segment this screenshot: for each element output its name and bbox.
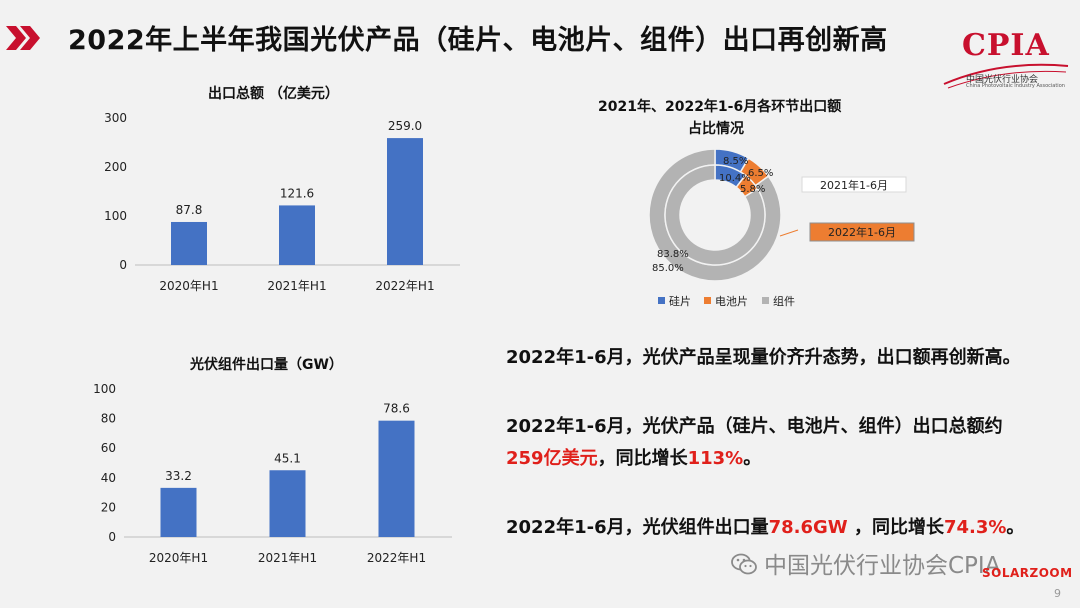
- y-tick-label: 40: [101, 471, 116, 485]
- export-share-donut-chart: 8.5%6.5%10.4%5.8% 83.8% 85.0% 2021年1-6月 2022…: [648, 148, 915, 308]
- export-total-highlight: 259亿美元: [506, 448, 598, 469]
- bar: [378, 420, 415, 537]
- y-tick-label: 20: [101, 500, 116, 514]
- y-tick-label: 300: [104, 111, 127, 125]
- series-callout-box-2022: [809, 222, 915, 242]
- legend-label: 电池片: [715, 295, 748, 308]
- data-label: 78.6: [383, 402, 410, 416]
- series-callout-2021: 2021年1-6月: [820, 178, 888, 192]
- bar: [160, 487, 197, 537]
- solarzoom-mark: SOLARZOOM: [982, 566, 1073, 580]
- legend-label: 组件: [773, 294, 795, 308]
- x-tick-label: 2020年H1: [149, 551, 208, 565]
- logo-text: CPIA: [962, 28, 1050, 63]
- page-number: 9: [1054, 587, 1061, 600]
- logo-swoosh-icon: [943, 63, 1069, 89]
- y-tick-label: 60: [101, 441, 116, 455]
- y-tick-label: 100: [104, 209, 127, 223]
- logo-subtitle: 中国光伏行业协会: [966, 75, 1039, 85]
- summary-paragraph-2-line2: 259亿美元，同比增长113%。: [506, 448, 762, 469]
- page-title: 2022年上半年我国光伏产品（硅片、电池片、组件）出口再创新高: [68, 25, 888, 56]
- data-label: 45.1: [274, 451, 301, 465]
- module-export-chart-title: 光伏组件出口量（GW）: [190, 357, 343, 373]
- cpia-logo: CPIA 中国光伏行业协会 China Photovoltaic Industr…: [940, 22, 1072, 94]
- x-tick-label: 2022年H1: [375, 279, 434, 293]
- bar: [387, 138, 423, 265]
- module-volume-highlight: 78.6GW: [768, 517, 848, 538]
- summary-paragraph-1: 2022年1-6月，光伏产品呈现量价齐升态势，出口额再创新高。: [506, 347, 1021, 368]
- legend-label: 硅片: [669, 295, 691, 308]
- data-label: 259.0: [388, 119, 422, 133]
- x-tick-label: 2020年H1: [159, 279, 218, 293]
- y-tick-label: 0: [119, 258, 127, 272]
- slice-label: 10.4%: [719, 173, 751, 184]
- y-tick-label: 80: [101, 412, 116, 426]
- slice-label: 85.0%: [652, 263, 684, 274]
- logo-subtitle-en: China Photovoltaic Industry Association: [966, 83, 1065, 89]
- x-tick-label: 2021年H1: [267, 279, 326, 293]
- bar: [269, 470, 306, 537]
- x-tick-label: 2022年H1: [367, 551, 426, 565]
- series-callout-box-2021: [801, 176, 907, 193]
- legend-swatch: [704, 297, 711, 304]
- y-tick-label: 100: [93, 382, 116, 396]
- series-callout-line: [779, 229, 799, 237]
- data-label: 121.6: [280, 186, 314, 200]
- bar: [279, 205, 315, 265]
- x-tick-label: 2021年H1: [258, 551, 317, 565]
- slice-label: 8.5%: [723, 156, 748, 167]
- slice-label: 5.8%: [740, 184, 765, 195]
- header-chevron-icon: [6, 26, 40, 50]
- y-tick-label: 0: [108, 530, 116, 544]
- legend-swatch: [762, 297, 769, 304]
- slice-label: 83.8%: [657, 249, 689, 260]
- module-export-bar-chart: 0 20 40 60 80 100 33.2 2020年H1 45.1 2021年H1 78.6 20…: [93, 382, 452, 565]
- export-total-bar-chart: 0 100 200 300 87.8 2020年H1 121.6 2021年H1 259.0 20…: [104, 111, 460, 293]
- series-callout-2022: 2022年1-6月: [828, 225, 896, 239]
- share-chart-title-line1: 2021年、2022年1-6月各环节出口额: [598, 99, 842, 115]
- summary-paragraph-3: 2022年1-6月，光伏组件出口量78.6GW ，同比增长74.3%。: [506, 517, 1025, 538]
- legend-swatch: [658, 297, 665, 304]
- donut-slice: [664, 164, 766, 266]
- slice-label: 6.5%: [748, 168, 773, 179]
- module-growth-highlight: 74.3%: [943, 517, 1007, 538]
- y-tick-label: 200: [104, 160, 127, 174]
- export-growth-highlight: 113%: [687, 448, 744, 469]
- export-total-chart-title: 出口总额 （亿美元）: [208, 86, 339, 102]
- bar: [171, 221, 207, 265]
- wechat-watermark: 中国光伏行业协会CPIA: [730, 546, 1000, 580]
- summary-paragraph-2-line1: 2022年1-6月，光伏产品（硅片、电池片、组件）出口总额约: [506, 416, 1003, 437]
- share-chart-title-line2: 占比情况: [688, 121, 744, 137]
- wechat-icon: [731, 553, 757, 575]
- data-label: 87.8: [176, 203, 203, 217]
- data-label: 33.2: [165, 469, 192, 483]
